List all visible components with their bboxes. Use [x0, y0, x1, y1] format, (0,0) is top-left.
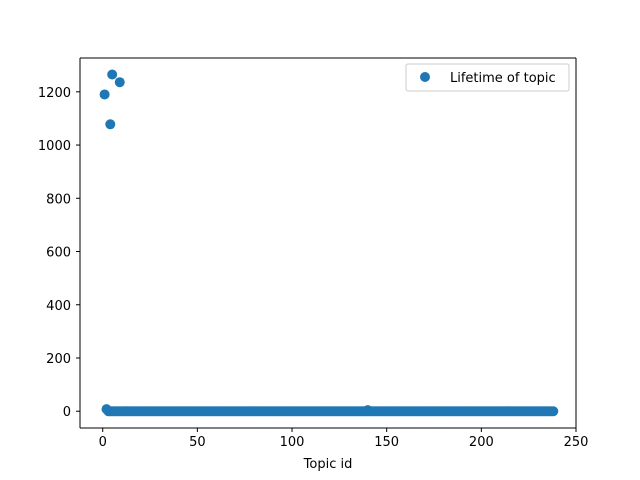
data-point	[114, 77, 125, 88]
x-tick-label: 100	[280, 435, 305, 450]
legend-label: Lifetime of topic	[450, 71, 556, 86]
legend-marker	[420, 72, 430, 82]
y-ticks: 0 200 400 600 800 1000 1200	[38, 86, 80, 420]
plot-area	[80, 58, 576, 428]
data-point	[107, 69, 118, 80]
data-point	[101, 404, 112, 415]
x-tick-label: 150	[374, 435, 399, 450]
data-point	[99, 89, 110, 100]
axes	[79, 57, 577, 429]
y-tick-label: 800	[46, 192, 71, 207]
y-tick-label: 1000	[38, 139, 71, 154]
y-tick-label: 600	[46, 246, 71, 261]
x-tick-label: 50	[189, 435, 206, 450]
data-points	[99, 69, 559, 417]
legend: Lifetime of topic	[405, 63, 570, 92]
data-point	[548, 406, 559, 417]
x-ticks: 0 50 100 150 200 250	[99, 428, 589, 450]
data-point	[105, 119, 116, 130]
legend-box	[405, 63, 570, 92]
data-point	[362, 405, 373, 416]
x-tick-label: 250	[564, 435, 589, 450]
y-tick-label: 200	[46, 352, 71, 367]
y-tick-label: 1200	[38, 86, 71, 101]
y-tick-label: 400	[46, 299, 71, 314]
x-axis-label: Topic id	[303, 457, 353, 472]
x-tick-label: 200	[469, 435, 494, 450]
x-tick-label: 0	[99, 435, 107, 450]
y-tick-label: 0	[63, 405, 71, 420]
